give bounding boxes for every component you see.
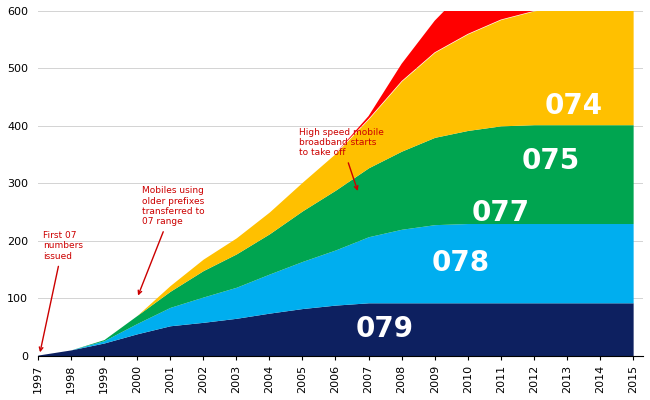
Text: 075: 075 xyxy=(521,148,580,176)
Text: 074: 074 xyxy=(545,92,603,120)
Text: 077: 077 xyxy=(472,199,530,227)
Text: Mobiles using
older prefixes
transferred to
07 range: Mobiles using older prefixes transferred… xyxy=(138,186,205,294)
Text: High speed mobile
broadband starts
to take off: High speed mobile broadband starts to ta… xyxy=(299,128,384,190)
Text: 079: 079 xyxy=(356,315,414,343)
Text: First 07
numbers
issued: First 07 numbers issued xyxy=(40,231,83,351)
Text: 078: 078 xyxy=(432,248,490,276)
